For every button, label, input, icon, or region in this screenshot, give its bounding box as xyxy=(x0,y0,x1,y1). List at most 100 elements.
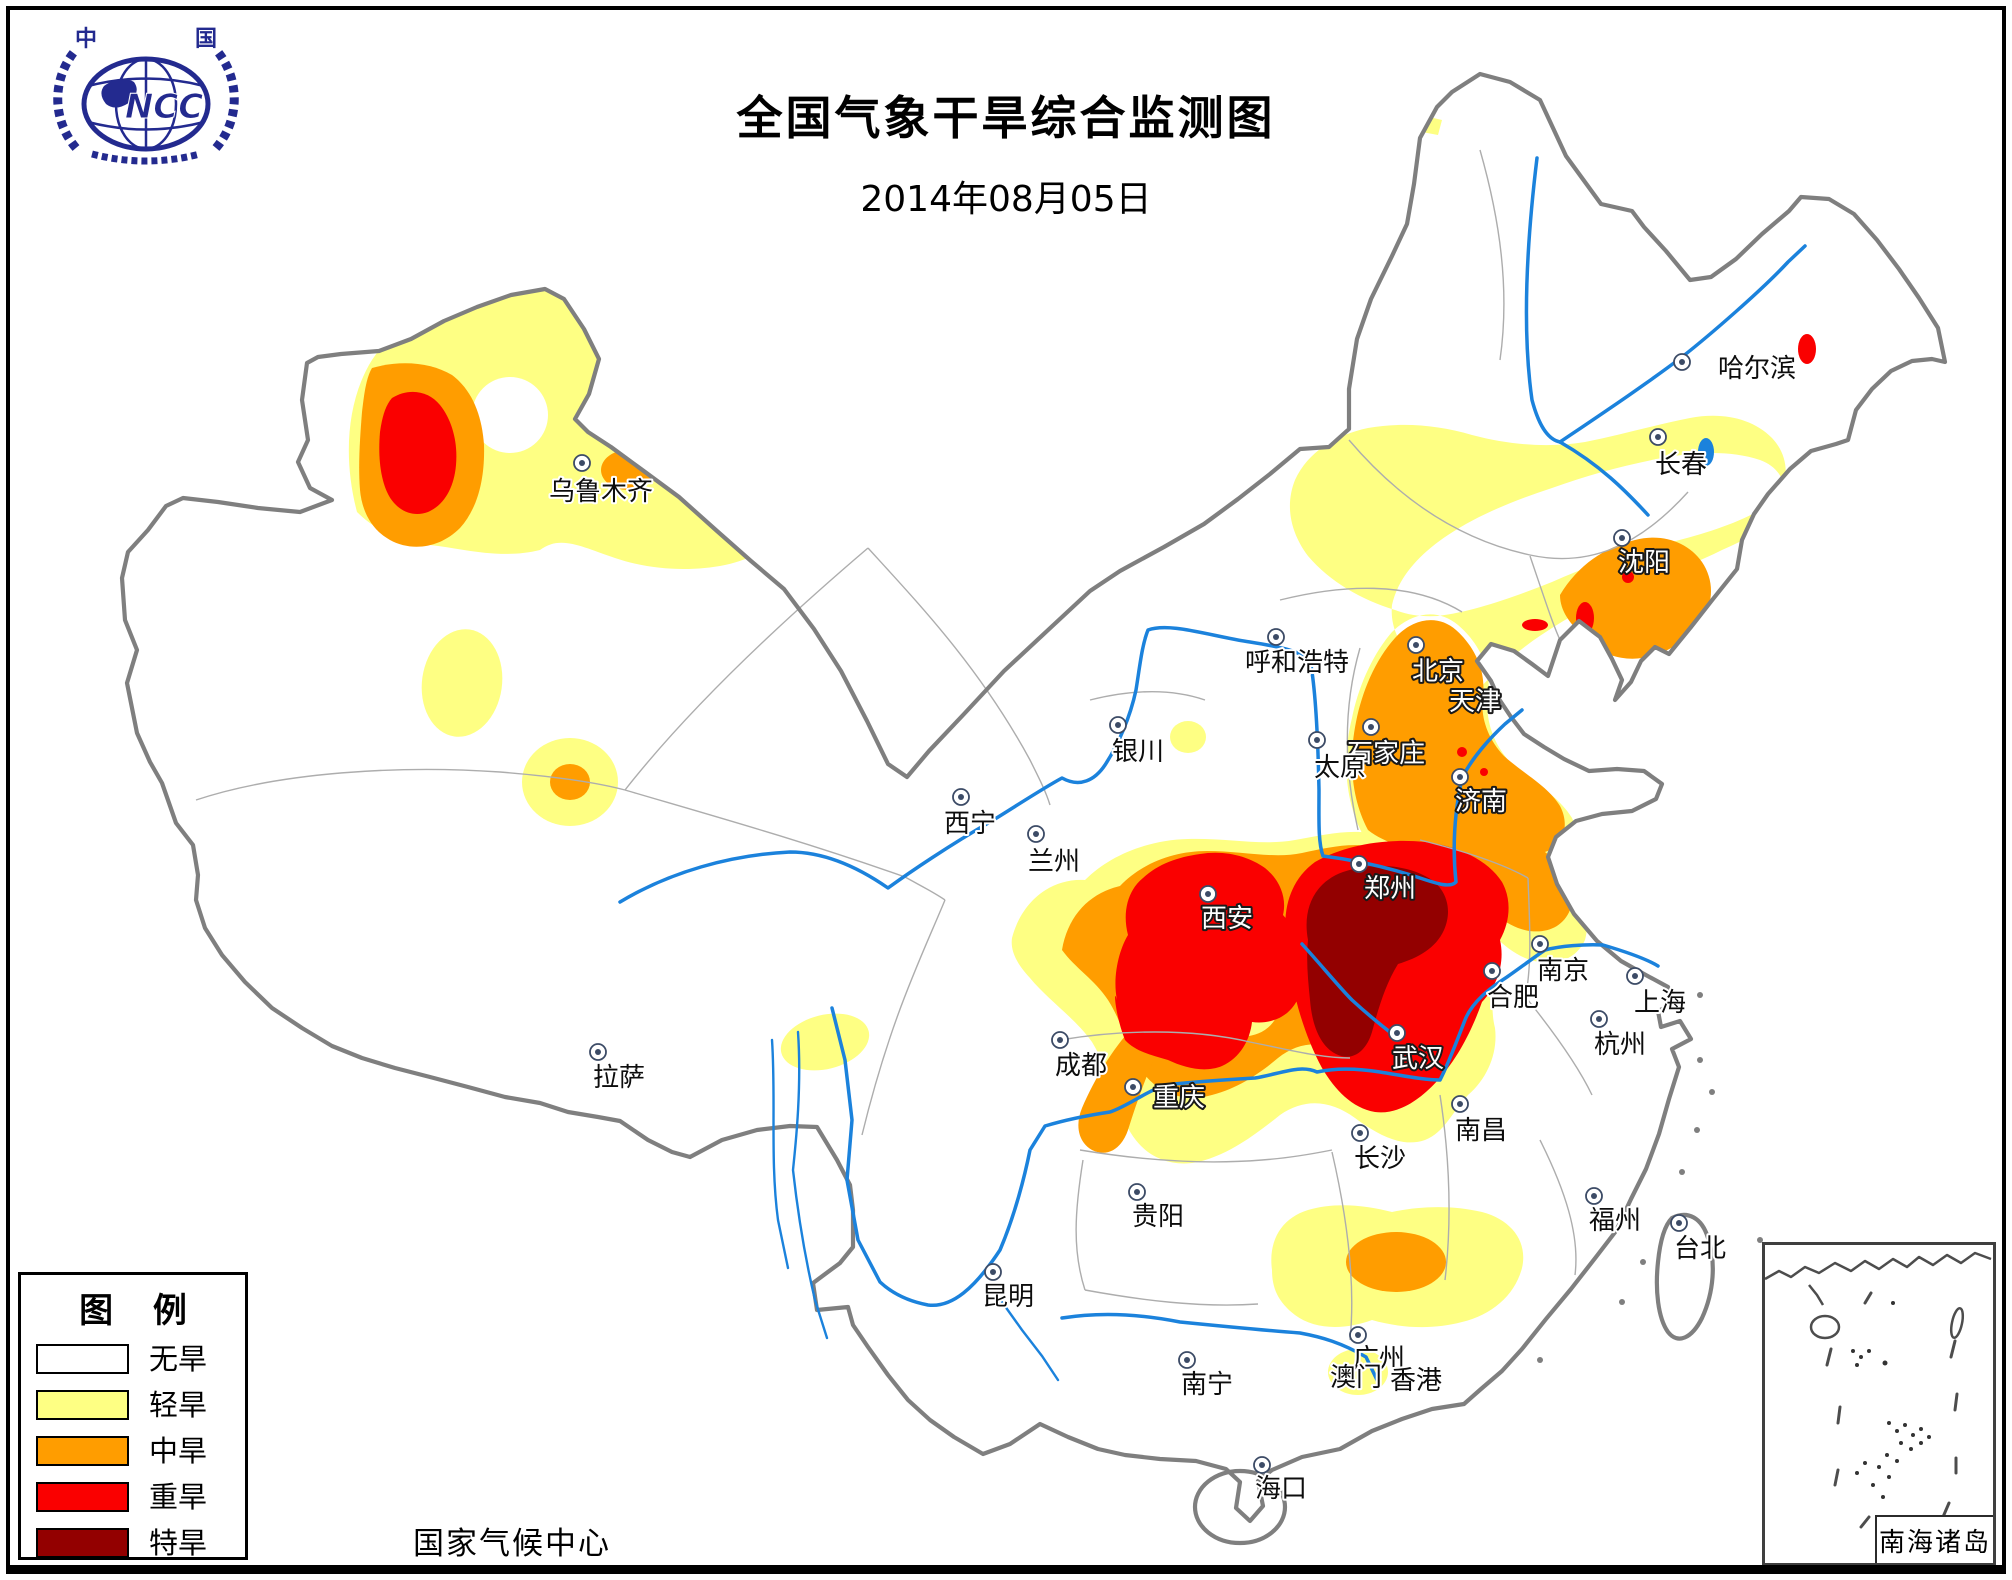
city-marker-dot xyxy=(1596,1016,1602,1022)
city-marker-dot xyxy=(1130,1084,1136,1090)
page-title: 全国气象干旱综合监测图 xyxy=(736,91,1276,145)
city-label: 澳门 xyxy=(1330,1363,1382,1393)
city-marker-dot xyxy=(595,1049,601,1055)
city-label: 贵阳 xyxy=(1132,1202,1184,1232)
logo-abbr: NCC xyxy=(125,87,203,127)
city-label: 长春 xyxy=(1655,450,1707,480)
legend-box: 图 例 无旱轻旱中旱重旱特旱 xyxy=(18,1272,248,1560)
city-marker-dot xyxy=(1413,642,1419,648)
city-label: 香港 xyxy=(1390,1366,1442,1396)
city-label: 太原 xyxy=(1314,753,1366,783)
legend-row: 轻旱 xyxy=(21,1382,245,1428)
city-marker-dot xyxy=(1394,1030,1400,1036)
city-label: 哈尔滨 xyxy=(1718,354,1796,384)
city-label: 上海 xyxy=(1634,988,1686,1018)
inset-islands xyxy=(1851,1301,1931,1499)
city-marker-dot xyxy=(1489,968,1495,974)
attribution-text: 国家气候中心 xyxy=(413,1526,611,1562)
legend-label: 轻旱 xyxy=(149,1387,208,1422)
city-label: 广州 xyxy=(1353,1344,1405,1374)
city-label: 西宁 xyxy=(944,809,996,839)
legend-label: 特旱 xyxy=(149,1525,208,1560)
city-marker-dot xyxy=(1457,774,1463,780)
page-date: 2014年08月05日 xyxy=(860,179,1152,220)
city-label: 石家庄 xyxy=(1347,739,1425,769)
city-marker-dot xyxy=(1357,1130,1363,1136)
inset-label: 南海诸岛 xyxy=(1875,1515,1993,1563)
taiwan-island xyxy=(1654,1212,1715,1341)
hainan-island xyxy=(1192,1468,1288,1546)
city-marker-dot xyxy=(1184,1357,1190,1363)
city-label: 拉萨 xyxy=(593,1063,645,1093)
logo-char-left: 中 xyxy=(75,26,97,52)
legend-title: 图 例 xyxy=(79,1291,201,1331)
city-marker-dot xyxy=(1205,891,1211,897)
city-marker-dot xyxy=(1655,434,1661,440)
city-label: 呼和浩特 xyxy=(1245,648,1349,678)
city-label: 武汉 xyxy=(1392,1044,1444,1074)
city-marker-dot xyxy=(1591,1193,1597,1199)
city-marker-dot xyxy=(1676,1220,1682,1226)
city-label: 郑州 xyxy=(1364,874,1416,904)
south-china-sea-inset: 南海诸岛 xyxy=(1762,1242,1996,1566)
coastal-islands xyxy=(1537,992,1763,1363)
logo-char-right: 国 xyxy=(195,26,217,52)
legend-swatch xyxy=(36,1390,129,1420)
city-marker-dot xyxy=(1679,359,1685,365)
city-marker-dot xyxy=(1356,861,1362,867)
city-label: 乌鲁木齐 xyxy=(549,477,653,507)
city-marker-dot xyxy=(1368,724,1374,730)
ncc-logo: 中 国 NCC xyxy=(46,24,246,170)
legend-row: 中旱 xyxy=(21,1428,245,1474)
legend-row: 无旱 xyxy=(21,1336,245,1382)
city-marker-dot xyxy=(1057,1037,1063,1043)
city-label: 南京 xyxy=(1537,956,1589,986)
legend-label: 无旱 xyxy=(149,1341,208,1376)
city-marker-dot xyxy=(1537,941,1543,947)
city-label: 沈阳 xyxy=(1618,548,1670,578)
legend-row: 重旱 xyxy=(21,1474,245,1520)
city-marker-dot xyxy=(1314,737,1320,743)
city-label: 长沙 xyxy=(1354,1144,1406,1174)
city-label: 济南 xyxy=(1455,787,1507,817)
city-label: 西安 xyxy=(1201,904,1253,934)
city-label: 南宁 xyxy=(1181,1370,1233,1400)
city-label: 台北 xyxy=(1674,1234,1726,1264)
city-label: 北京 xyxy=(1412,657,1464,687)
legend-swatch xyxy=(36,1528,129,1558)
city-marker-dot xyxy=(1355,1332,1361,1338)
legend-row: 特旱 xyxy=(21,1520,245,1566)
city-label: 银川 xyxy=(1112,737,1164,767)
city-label: 海口 xyxy=(1255,1474,1307,1504)
city-label: 成都 xyxy=(1055,1051,1107,1081)
city-label: 重庆 xyxy=(1153,1083,1205,1113)
legend-swatch xyxy=(36,1482,129,1512)
legend-label: 重旱 xyxy=(149,1479,208,1514)
city-marker-dot xyxy=(958,794,964,800)
city-label: 南昌 xyxy=(1455,1116,1507,1146)
city-label: 天津 xyxy=(1449,687,1501,717)
city-marker-dot xyxy=(1134,1189,1140,1195)
city-marker-dot xyxy=(1033,831,1039,837)
city-marker-dot xyxy=(1632,973,1638,979)
city-label: 兰州 xyxy=(1028,847,1080,877)
city-marker-dot xyxy=(1273,634,1279,640)
city-label: 合肥 xyxy=(1487,983,1539,1013)
legend-items: 无旱轻旱中旱重旱特旱 xyxy=(21,1336,245,1566)
province-borders xyxy=(195,149,1689,1341)
city-marker-dot xyxy=(990,1269,996,1275)
city-marker-dot xyxy=(1115,722,1121,728)
city-label: 福州 xyxy=(1589,1206,1641,1236)
city-marker-dot xyxy=(579,460,585,466)
city-marker-dot xyxy=(1457,1101,1463,1107)
legend-swatch xyxy=(36,1344,129,1374)
inset-map xyxy=(1765,1251,1992,1539)
city-marker-dot xyxy=(1619,535,1625,541)
city-label: 杭州 xyxy=(1594,1030,1646,1060)
city-marker-dot xyxy=(1259,1462,1265,1468)
city-label: 昆明 xyxy=(982,1282,1034,1312)
legend-label: 中旱 xyxy=(149,1433,208,1468)
